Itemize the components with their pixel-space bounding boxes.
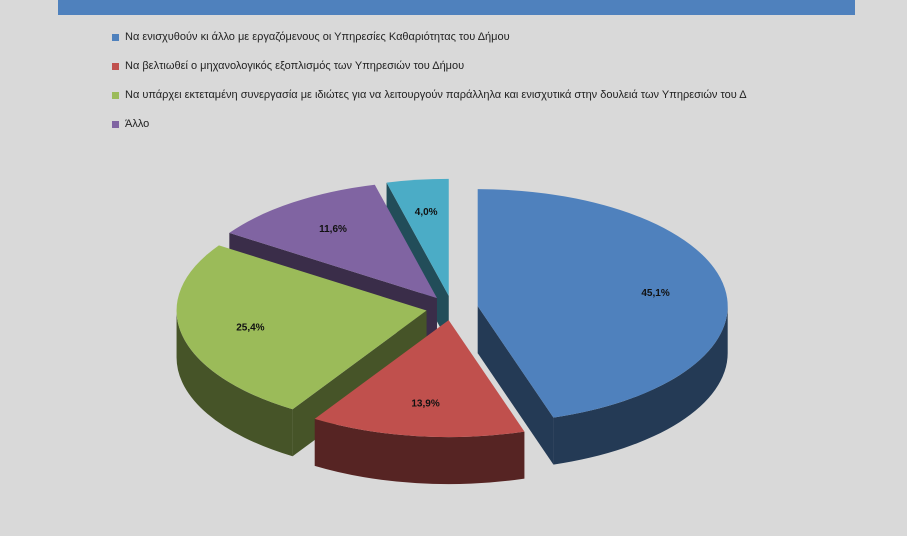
slice — [176, 245, 427, 410]
header-bar — [58, 0, 855, 15]
data-label: 11,6% — [319, 224, 347, 235]
legend-swatch — [112, 92, 119, 99]
slice — [386, 178, 449, 296]
legend: Να ενισχυθούν κι άλλο με εργαζόμενους οι… — [112, 30, 812, 146]
legend-item: Να υπάρχει εκτεταμένη συνεργασία με ιδιώ… — [112, 88, 812, 102]
legend-swatch — [112, 63, 119, 70]
legend-swatch — [112, 121, 119, 128]
legend-item: Να βελτιωθεί ο μηχανολογικός εξοπλισμός … — [112, 59, 812, 73]
slice — [229, 184, 437, 299]
data-label: 45,1% — [641, 288, 669, 299]
data-label: 13,9% — [411, 398, 439, 409]
slice-side — [553, 306, 728, 465]
slice — [477, 189, 728, 418]
data-label: 25,4% — [236, 322, 264, 333]
legend-label: Να βελτιωθεί ο μηχανολογικός εξοπλισμός … — [125, 60, 465, 72]
legend-label: Άλλο — [125, 118, 150, 130]
slice-side — [314, 418, 525, 485]
legend-label: Να ενισχυθούν κι άλλο με εργαζόμενους οι… — [125, 31, 510, 43]
slice-side — [176, 310, 293, 457]
legend-item: Να ενισχυθούν κι άλλο με εργαζόμενους οι… — [112, 30, 812, 44]
legend-item: Άλλο — [112, 117, 812, 131]
slice-side — [477, 306, 554, 465]
slice — [314, 320, 525, 438]
legend-label: Να υπάρχει εκτεταμένη συνεργασία με ιδιώ… — [125, 89, 747, 101]
legend-swatch — [112, 34, 119, 41]
data-label: 4,0% — [415, 207, 438, 218]
